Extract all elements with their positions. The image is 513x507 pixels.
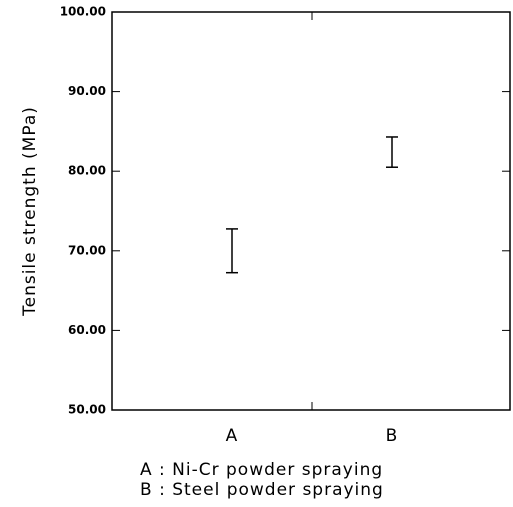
y-tick-label: 60.00	[68, 323, 106, 337]
note: A : Ni-Cr powder spraying	[140, 460, 383, 480]
y-tick-label: 50.00	[68, 403, 106, 417]
y-tick-label: 100.00	[60, 5, 106, 19]
note: B : Steel powder spraying	[140, 480, 384, 500]
y-tick-label: 70.00	[68, 243, 106, 257]
y-tick-label: 90.00	[68, 84, 106, 98]
x-tick-label: B	[386, 426, 399, 446]
plot-frame	[111, 11, 511, 411]
y-tick-label: 80.00	[68, 164, 106, 178]
x-tick-label: A	[226, 426, 239, 446]
y-axis-label: Tensile strength (MPa)	[20, 106, 40, 317]
